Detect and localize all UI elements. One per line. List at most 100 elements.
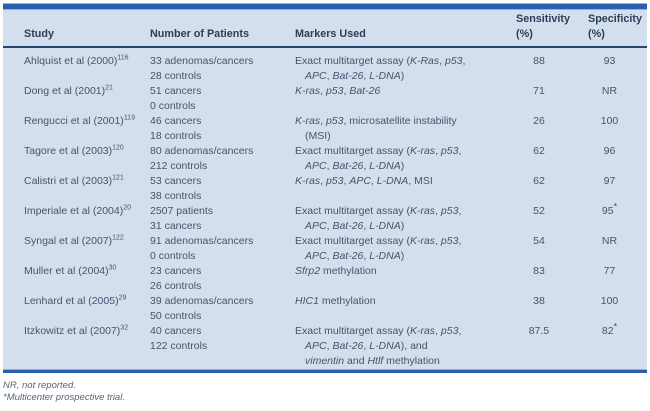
markers-text: , xyxy=(435,235,441,247)
specificity-cell: 82* xyxy=(601,321,618,337)
table-panel: Study Number of Patients Markers Used Se… xyxy=(3,3,647,373)
markers-text: , xyxy=(435,205,441,217)
markers-text: , xyxy=(326,340,333,352)
markers-text: ), and xyxy=(400,340,428,352)
reference-superscript: 30 xyxy=(108,264,117,272)
markers-text: , xyxy=(458,325,462,337)
patients-line: 31 cancers xyxy=(150,220,202,232)
patients-line: 2507 patients xyxy=(150,205,214,217)
sensitivity-cell: 83 xyxy=(533,265,545,277)
study-cell: Lenhard et al (2005)29 xyxy=(24,294,127,308)
gene-name: K-ras xyxy=(295,85,321,97)
gene-name: L-DNA xyxy=(369,340,401,352)
column-header-label: Specificity xyxy=(588,13,643,25)
markers-line: HIC1 methylation xyxy=(295,294,512,309)
markers-line: APC, Bat-26, L-DNA) xyxy=(295,69,512,84)
table-row: Itzkowitz et al (2007)32 40 cancers 122 co… xyxy=(3,321,647,369)
markers-text: , xyxy=(363,220,370,232)
markers-text: Exact multitarget assay ( xyxy=(295,235,410,247)
markers-line: APC, Bat-26, L-DNA) xyxy=(295,159,512,174)
reference-superscript: 116 xyxy=(117,54,129,62)
specificity-cell: NR xyxy=(601,85,618,97)
study-cell: Imperiale et al (2004)20 xyxy=(24,204,132,218)
markers-text: , xyxy=(320,175,326,187)
sensitivity-cell: 62 xyxy=(533,145,545,157)
gene-name: APC xyxy=(305,220,327,232)
markers-text: methylation xyxy=(318,295,376,307)
patients-line: 51 cancers xyxy=(150,85,202,97)
sensitivity-cell: 52 xyxy=(533,205,545,217)
gene-name: APC xyxy=(305,340,327,352)
markers-text: , xyxy=(326,220,333,232)
table-footnotes: NR, not reported. *Multicenter prospecti… xyxy=(3,380,647,403)
markers-text: , xyxy=(439,55,445,67)
markers-line: APC, Bat-26, L-DNA) xyxy=(295,219,512,234)
markers-line: Exact multitarget assay (K-ras, p53, xyxy=(295,234,512,249)
markers-line: Exact multitarget assay (K-ras, p53, xyxy=(295,144,512,159)
sensitivity-cell: 54 xyxy=(533,235,545,247)
markers-text: , xyxy=(343,175,350,187)
markers-text: , xyxy=(326,160,333,172)
gene-name: p53 xyxy=(325,85,344,97)
markers-text: , xyxy=(462,55,466,67)
patients-cell: 39 adenomas/cancers 50 controls xyxy=(150,294,295,324)
reference-superscript: 119 xyxy=(123,114,135,122)
markers-cell: Sfrp2 methylation xyxy=(295,264,512,294)
gene-name: K-ras xyxy=(409,205,436,217)
column-header-study: Study xyxy=(3,10,150,48)
patients-line: 212 controls xyxy=(150,160,208,172)
sensitivity-cell: 38 xyxy=(533,295,545,307)
table-row: Tagore et al (2003)120 80 adenomas/cancer… xyxy=(3,144,647,174)
gene-name: p53 xyxy=(440,205,459,217)
gene-name: APC xyxy=(305,70,327,82)
markers-text: , xyxy=(363,160,370,172)
patients-line: 122 controls xyxy=(150,340,208,352)
gene-name: K-ras xyxy=(295,175,321,187)
sensitivity-cell: 26 xyxy=(533,115,545,127)
footnote-nr: NR, not reported. xyxy=(3,380,76,391)
markers-text: Exact multitarget assay ( xyxy=(295,325,410,337)
markers-text: , MSI xyxy=(408,175,433,187)
patients-cell: 91 adenomas/cancers 0 controls xyxy=(150,234,295,264)
gene-name: vimentin xyxy=(305,355,345,367)
column-header-label: Study xyxy=(24,28,54,40)
gene-name: L-DNA xyxy=(369,70,401,82)
footnote-marker: * xyxy=(613,201,618,212)
specificity-cell: 96 xyxy=(603,145,616,157)
study-cell: Itzkowitz et al (2007)32 xyxy=(24,324,129,338)
sensitivity-cell: 87.5 xyxy=(528,325,550,337)
markers-text: , xyxy=(343,85,350,97)
gene-name: p53 xyxy=(440,325,459,337)
markers-text: , xyxy=(458,145,462,157)
table-bottom-rule xyxy=(3,369,647,373)
markers-cell: Exact multitarget assay (K-ras, p53, APC,… xyxy=(295,324,512,369)
markers-text: methylation xyxy=(320,265,377,277)
markers-line: Exact multitarget assay (K-ras, p53, xyxy=(295,324,512,339)
study-table: Study Number of Patients Markers Used Se… xyxy=(3,10,647,369)
gene-name: Bat-26 xyxy=(332,340,364,352)
specificity-cell: 93 xyxy=(603,55,616,67)
markers-text: ) xyxy=(400,70,405,82)
markers-cell: Exact multitarget assay (K-ras, p53, APC,… xyxy=(295,204,512,234)
patients-cell: 51 cancers 0 controls xyxy=(150,84,295,114)
patients-line: 80 adenomas/cancers xyxy=(150,145,254,157)
markers-line: K-ras, p53, APC, L-DNA, MSI xyxy=(295,174,512,189)
reference-superscript: 121 xyxy=(112,174,124,182)
patients-line: 33 adenomas/cancers xyxy=(150,55,254,67)
specificity-cell: 77 xyxy=(603,265,616,277)
table-body: Ahlquist et al (2000)116 33 adenomas/canc… xyxy=(3,47,647,369)
markers-line: Exact multitarget assay (K-ras, p53, xyxy=(295,204,512,219)
markers-text: Exact multitarget assay ( xyxy=(295,55,410,67)
patients-cell: 2507 patients 31 cancers xyxy=(150,204,295,234)
gene-name: L-DNA xyxy=(369,250,401,262)
study-cell: Syngal et al (2007)122 xyxy=(24,234,124,248)
markers-text: , xyxy=(435,145,441,157)
markers-text: , xyxy=(320,115,326,127)
column-header-unit: (%) xyxy=(588,28,605,40)
gene-name: K-Ras xyxy=(409,55,440,67)
table-row: Lenhard et al (2005)29 39 adenomas/cancer… xyxy=(3,294,647,324)
table-header-row: Study Number of Patients Markers Used Se… xyxy=(3,10,647,48)
markers-text: (MSI) xyxy=(305,130,331,142)
patients-line: 0 controls xyxy=(150,250,196,262)
markers-cell: K-ras, p53, APC, L-DNA, MSI xyxy=(295,174,512,204)
